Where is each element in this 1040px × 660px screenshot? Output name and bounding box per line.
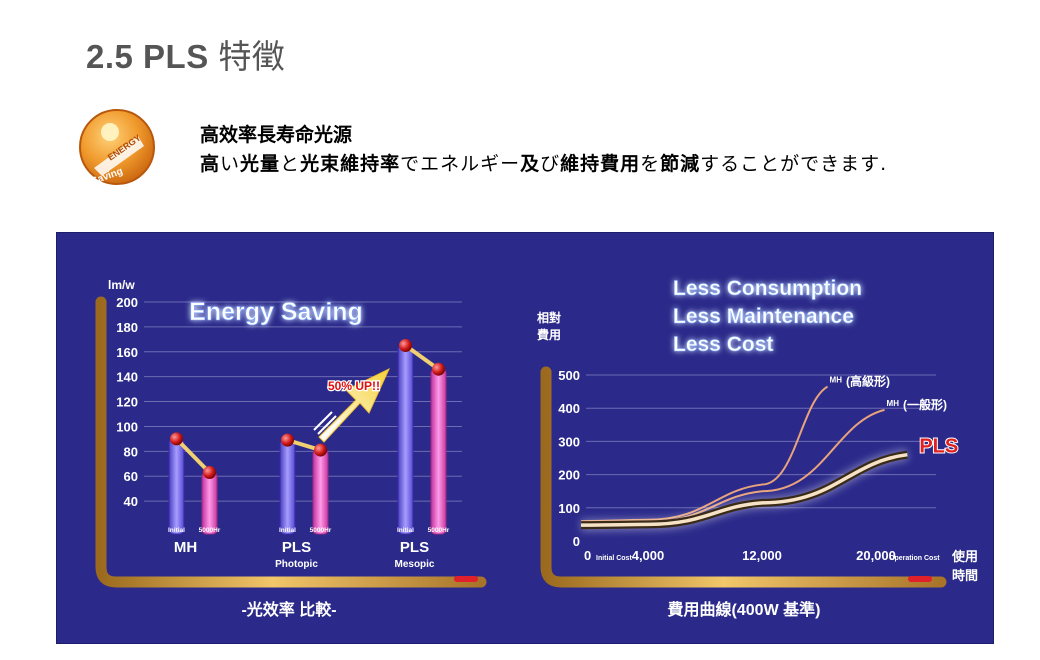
bar-marker — [314, 443, 327, 457]
bar-label: Initial — [279, 527, 296, 534]
series-label: MH (一般形) — [887, 397, 947, 412]
y-tick-label: 60 — [124, 469, 138, 484]
group-label: MH — [174, 539, 197, 556]
bar-label: 5000Hr — [428, 527, 450, 534]
headline-2-part: 及 — [520, 153, 541, 175]
x-tick-label: 12,000 — [742, 548, 782, 563]
y-tick-label: 180 — [116, 320, 138, 335]
annotation-label: 50% UP!! — [328, 379, 380, 393]
series-line — [581, 452, 908, 527]
headline-line: Less Maintenance — [673, 305, 854, 328]
y-tick-label: 400 — [558, 401, 580, 416]
bar — [430, 368, 447, 535]
x-tick-label: 20,000 — [856, 548, 896, 563]
x-tick-label: 0 — [584, 548, 591, 563]
y-tick-label: 100 — [558, 501, 580, 516]
frame-indicator — [454, 576, 478, 582]
y-tick-label: 40 — [124, 494, 138, 509]
y-axis-label: 費用 — [537, 327, 561, 342]
trend-connector — [175, 437, 211, 474]
chart-frame — [95, 296, 487, 588]
bar — [168, 438, 185, 535]
frame-indicator — [908, 576, 932, 582]
y-axis-label: 相對 — [537, 310, 561, 325]
y-tick-label: 500 — [558, 368, 580, 383]
series-label: PLS — [919, 436, 958, 458]
chart-caption: -光效率 比較- — [241, 600, 336, 619]
y-tick-label: 140 — [116, 370, 138, 385]
headline-2-part: び — [540, 153, 561, 175]
headline-2-part: 節減 — [660, 153, 701, 175]
headline-line: Less Cost — [673, 333, 773, 356]
arrow-stripe — [313, 411, 333, 431]
energy-saving-badge-icon: ENERGY Saving — [79, 109, 155, 187]
x-start-label: Initial Cost — [596, 555, 632, 562]
headline-2-part: 光量 — [240, 153, 281, 175]
headline-2-part: 光束維持率 — [300, 153, 401, 175]
page-title: 2.5 PLS 特徵 — [86, 30, 285, 78]
x-axis-label: 使用 — [951, 549, 978, 564]
y-tick-label: 200 — [558, 468, 580, 483]
title-main: 2.5 PLS — [86, 38, 209, 75]
y-tick-label: 80 — [124, 444, 138, 459]
headline-2-part: い — [220, 153, 241, 175]
bar-label: 5000Hr — [310, 527, 332, 534]
x-end-label: Operation Cost — [889, 555, 940, 562]
bar — [397, 345, 414, 535]
bar-label: Initial — [397, 527, 414, 534]
headline-2-part: を — [640, 153, 661, 175]
headline-2-part: でエネルギー — [400, 153, 521, 175]
charts-svg: 40 60 80 100 120 140 160 180 200 lm/w Energy Savin… — [95, 277, 978, 619]
headline-2-part: することができます. — [700, 153, 888, 175]
bar-label: Initial — [168, 527, 185, 534]
headline-1: 高效率長寿命光源 — [200, 124, 353, 146]
group-label: PLS — [400, 539, 429, 556]
bar-marker — [203, 465, 216, 479]
chart-caption: 費用曲線(400W 基準) — [668, 600, 821, 619]
bar — [201, 471, 218, 535]
efficiency-chart: 40 60 80 100 120 140 160 180 200 lm/w Energy Savin… — [95, 278, 487, 619]
title-sub: 特徵 — [218, 37, 286, 76]
chart-panel: 40 60 80 100 120 140 160 180 200 lm/w Energy Savin… — [56, 232, 994, 644]
y-tick-label: 300 — [558, 434, 580, 449]
y-tick-label: 160 — [116, 345, 138, 360]
y-tick-label: 0 — [573, 534, 580, 549]
headline-2-part: 高 — [200, 153, 221, 175]
bar-marker — [281, 433, 294, 447]
chart-title: Energy Saving — [189, 298, 363, 326]
series-glow — [581, 448, 909, 532]
chart-frame — [540, 366, 947, 588]
headline-2: 高い光量と光束維持率でエネルギー及び維持費用を節減することができます. — [200, 149, 887, 176]
arrow-stripe — [321, 419, 341, 439]
headline-line: Less Consumption — [673, 277, 862, 300]
headline-2-part: 維持費用 — [560, 153, 641, 175]
bar — [312, 449, 329, 535]
bar-label: 5000Hr — [199, 527, 221, 534]
group-label: PLS — [282, 539, 311, 556]
bar-marker — [170, 432, 183, 446]
bar-marker — [432, 362, 445, 376]
y-tick-label: 200 — [116, 295, 138, 310]
y-tick-label: 100 — [116, 419, 138, 434]
y-tick-label: 120 — [116, 395, 138, 410]
y-axis-label: lm/w — [108, 278, 135, 292]
x-tick-label: 4,000 — [632, 548, 665, 563]
arrow-stripe — [317, 415, 337, 435]
trend-connector — [404, 343, 440, 371]
series-label: MH (高級形) — [830, 374, 890, 389]
bar-marker — [399, 339, 412, 353]
headline-2-part: と — [280, 153, 301, 175]
x-axis-label: 時間 — [952, 568, 978, 583]
group-sublabel: Photopic — [275, 559, 318, 570]
bar — [279, 439, 296, 535]
group-sublabel: Mesopic — [394, 559, 434, 570]
